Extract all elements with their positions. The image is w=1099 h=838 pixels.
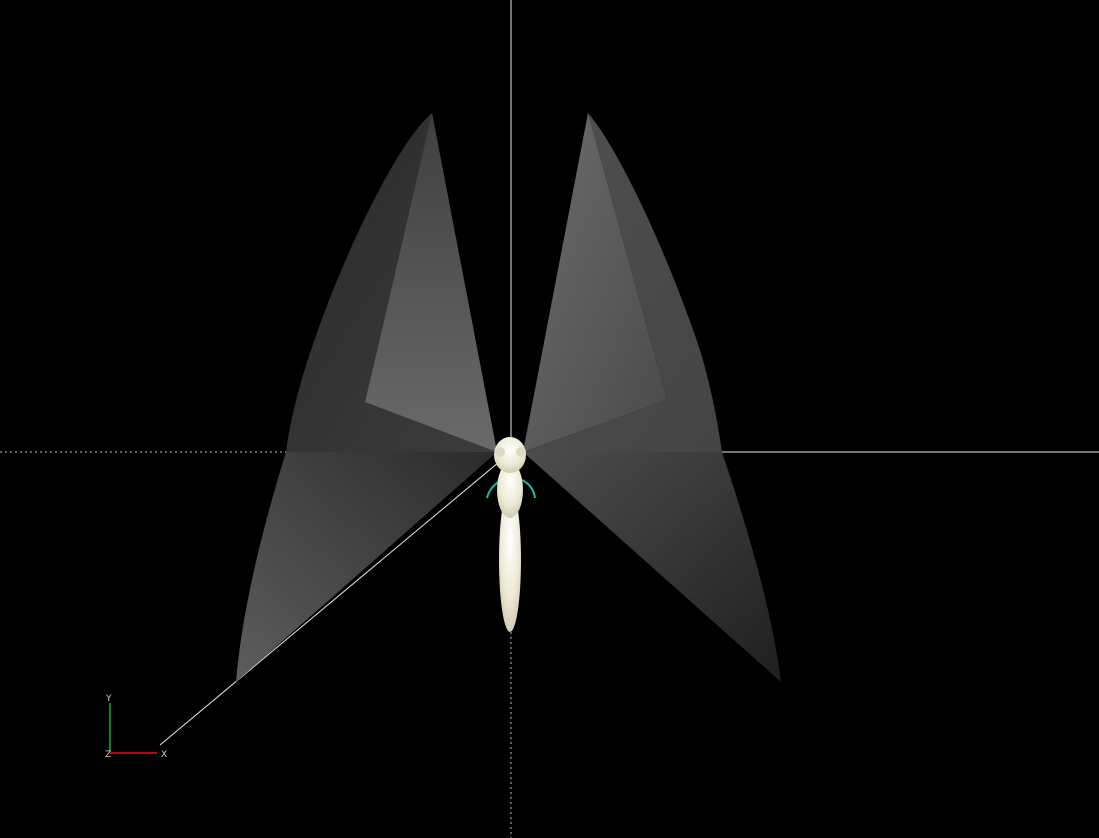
right-upper-wing xyxy=(523,113,722,452)
right-upper-wing-panel xyxy=(523,113,667,452)
right-antenna xyxy=(521,479,536,499)
right-eye xyxy=(516,447,526,457)
right-lower-wing xyxy=(523,452,781,682)
left-eye xyxy=(495,447,505,457)
gizmo-z-label: Z xyxy=(105,750,111,760)
gizmo-x-label: X xyxy=(161,750,167,760)
body-thorax xyxy=(497,462,523,518)
gizmo-y-label: Y xyxy=(105,694,112,704)
left-upper-wing-panel xyxy=(365,113,497,452)
body-head xyxy=(494,437,526,473)
axes-gizmo: Y X Z xyxy=(105,694,167,760)
butterfly-wings xyxy=(236,113,781,682)
left-lower-wing xyxy=(236,452,497,682)
butterfly-body xyxy=(494,437,526,632)
z-axis-line xyxy=(159,451,512,746)
body-abdomen xyxy=(499,488,521,632)
